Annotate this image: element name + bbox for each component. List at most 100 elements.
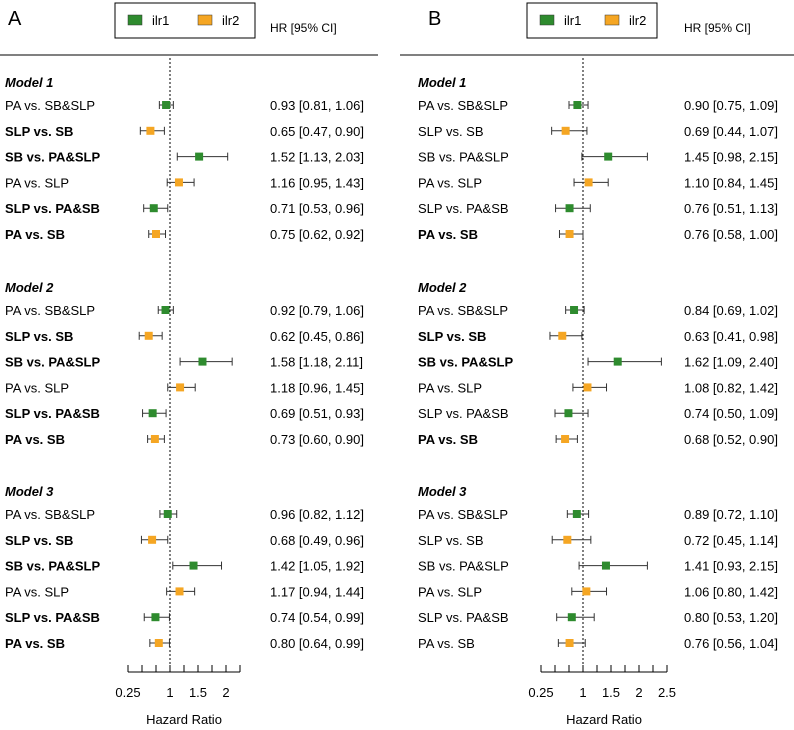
- x-tick-label: 1.5: [602, 685, 620, 700]
- hr-point-ilr2: [154, 639, 163, 647]
- hr-point-ilr2: [174, 178, 183, 187]
- hr-point-ilr2: [148, 535, 157, 544]
- row-label: PA vs. SB: [5, 636, 65, 651]
- legend-label-ilr2: ilr2: [629, 13, 646, 28]
- hr-value: 0.74 [0.50, 1.09]: [684, 406, 778, 421]
- x-tick-label: 0.25: [115, 685, 140, 700]
- hr-value: 1.10 [0.84, 1.45]: [684, 175, 778, 190]
- hr-point-ilr2: [582, 587, 591, 596]
- row-label: SLP vs. PA&SB: [5, 406, 100, 421]
- hr-value: 0.68 [0.52, 0.90]: [684, 432, 778, 447]
- row-label: PA vs. SB: [5, 432, 65, 447]
- hr-point-ilr2: [565, 230, 574, 238]
- row-label: SLP vs. PA&SB: [5, 610, 100, 625]
- hr-value: 1.62 [1.09, 2.40]: [684, 355, 778, 370]
- hr-point-ilr1: [149, 204, 158, 213]
- hr-value: 0.89 [0.72, 1.10]: [684, 507, 778, 522]
- hr-value: 0.76 [0.51, 1.13]: [684, 201, 778, 216]
- hr-point-ilr2: [558, 331, 567, 340]
- hr-point-ilr2: [563, 535, 572, 544]
- hr-point-ilr1: [604, 152, 613, 161]
- row-label: PA vs. SB: [418, 227, 478, 242]
- legend-label-ilr1: ilr1: [564, 13, 581, 28]
- row-label: SB vs. PA&SLP: [5, 150, 100, 165]
- hr-point-ilr1: [161, 306, 170, 314]
- row-label: PA vs. SLP: [5, 380, 69, 395]
- hr-value: 0.73 [0.60, 0.90]: [270, 432, 364, 447]
- hr-value: 0.84 [0.69, 1.02]: [684, 303, 778, 318]
- hr-point-ilr1: [189, 561, 198, 570]
- row-label: PA vs. SB&SLP: [418, 507, 508, 522]
- hr-value: 0.93 [0.81, 1.06]: [270, 98, 364, 113]
- hr-value: 0.62 [0.45, 0.86]: [270, 329, 364, 344]
- row-label: PA vs. SB&SLP: [5, 303, 95, 318]
- hr-point-ilr1: [613, 357, 622, 366]
- hr-point-ilr1: [195, 152, 204, 161]
- row-label: SB vs. PA&SLP: [5, 559, 100, 574]
- row-label: SB vs. PA&SLP: [418, 355, 513, 370]
- x-axis-label: Hazard Ratio: [146, 712, 222, 727]
- hr-value: 1.06 [0.80, 1.42]: [684, 584, 778, 599]
- hr-point-ilr2: [146, 126, 155, 135]
- row-label: PA vs. SLP: [418, 175, 482, 190]
- hr-value: 0.71 [0.53, 0.96]: [270, 201, 364, 216]
- legend-label-ilr1: ilr1: [152, 13, 169, 28]
- row-label: PA vs. SLP: [418, 584, 482, 599]
- row-label: SLP vs. PA&SB: [418, 610, 509, 625]
- hr-point-ilr2: [561, 435, 570, 443]
- legend-swatch-ilr2: [604, 14, 620, 26]
- x-tick-label: 1: [579, 685, 586, 700]
- row-label: SLP vs. PA&SB: [418, 406, 509, 421]
- model-title: Model 1: [418, 75, 466, 90]
- model-title: Model 2: [418, 280, 467, 295]
- hr-point-ilr1: [573, 101, 582, 109]
- row-label: SB vs. PA&SLP: [418, 559, 509, 574]
- hr-value: 0.74 [0.54, 0.99]: [270, 610, 364, 625]
- hr-column-header: HR [95% CI]: [684, 21, 751, 35]
- hr-value: 1.52 [1.13, 2.03]: [270, 150, 364, 165]
- row-label: PA vs. SLP: [5, 175, 69, 190]
- hr-point-ilr2: [152, 230, 160, 238]
- hr-value: 0.69 [0.44, 1.07]: [684, 124, 778, 139]
- hr-value: 0.76 [0.56, 1.04]: [684, 636, 778, 651]
- model-title: Model 1: [5, 75, 53, 90]
- model-title: Model 3: [418, 484, 467, 499]
- x-axis-label: Hazard Ratio: [566, 712, 642, 727]
- legend-swatch-ilr2: [197, 14, 213, 26]
- hr-value: 0.80 [0.53, 1.20]: [684, 610, 778, 625]
- hr-point-ilr1: [151, 613, 160, 622]
- row-label: PA vs. SLP: [418, 380, 482, 395]
- hr-value: 0.65 [0.47, 0.90]: [270, 124, 364, 139]
- hr-value: 1.18 [0.96, 1.45]: [270, 380, 364, 395]
- hr-point-ilr2: [561, 126, 570, 135]
- row-label: SB vs. PA&SLP: [5, 355, 100, 370]
- row-label: PA vs. SB&SLP: [5, 98, 95, 113]
- hr-value: 1.45 [0.98, 2.15]: [684, 150, 778, 165]
- x-tick-label: 0.25: [528, 685, 553, 700]
- hr-point-ilr2: [176, 383, 185, 392]
- hr-point-ilr2: [175, 587, 184, 596]
- row-label: SLP vs. SB: [5, 124, 73, 139]
- hr-value: 1.08 [0.82, 1.42]: [684, 380, 778, 395]
- hr-value: 0.96 [0.82, 1.12]: [270, 507, 364, 522]
- x-tick-label: 1: [166, 685, 173, 700]
- hr-point-ilr2: [583, 383, 592, 392]
- hr-point-ilr1: [601, 561, 610, 570]
- row-label: PA vs. SB: [5, 227, 65, 242]
- row-label: PA vs. SB&SLP: [418, 303, 508, 318]
- row-label: SLP vs. PA&SB: [5, 201, 100, 216]
- hr-value: 1.58 [1.18, 2.11]: [270, 355, 363, 370]
- row-label: PA vs. SLP: [5, 584, 69, 599]
- panel-letter: B: [428, 8, 441, 30]
- hr-value: 0.68 [0.49, 0.96]: [270, 533, 364, 548]
- hr-point-ilr2: [565, 639, 574, 647]
- hr-value: 0.92 [0.79, 1.06]: [270, 303, 364, 318]
- model-title: Model 3: [5, 484, 54, 499]
- hr-point-ilr2: [150, 435, 159, 443]
- hr-point-ilr1: [162, 101, 171, 109]
- hr-value: 0.63 [0.41, 0.98]: [684, 329, 778, 344]
- hr-value: 0.90 [0.75, 1.09]: [684, 98, 778, 113]
